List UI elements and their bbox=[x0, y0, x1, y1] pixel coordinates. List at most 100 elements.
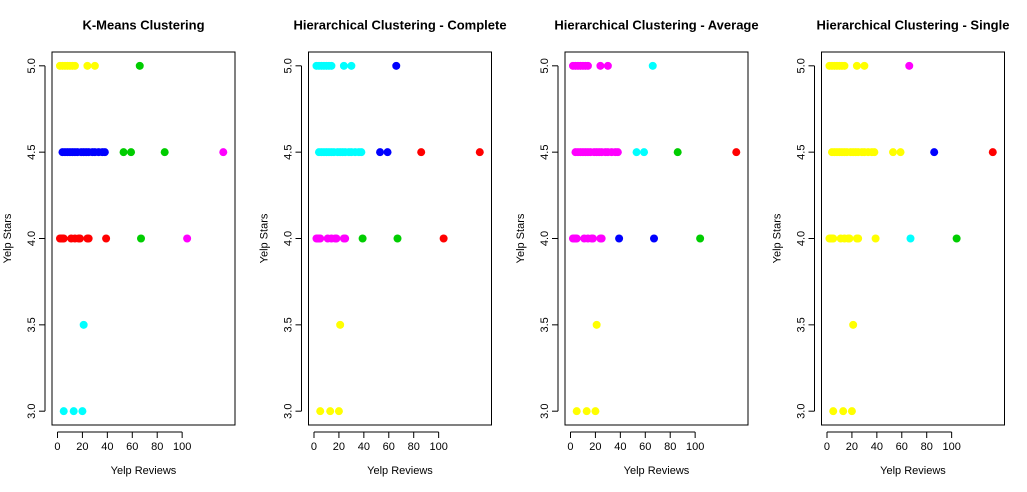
point bbox=[696, 234, 705, 243]
y-tick-label: 4.0 bbox=[26, 231, 38, 246]
point bbox=[135, 61, 144, 70]
y-tick-label: 3.0 bbox=[539, 404, 551, 419]
y-axis-label: Yelp Stars bbox=[515, 213, 527, 263]
point bbox=[336, 320, 345, 329]
point bbox=[829, 407, 838, 416]
point bbox=[952, 234, 961, 243]
point bbox=[889, 148, 898, 157]
point bbox=[906, 234, 915, 243]
point bbox=[127, 148, 136, 157]
point bbox=[102, 234, 111, 243]
point bbox=[219, 148, 228, 157]
point bbox=[673, 148, 682, 157]
x-tick-label: 80 bbox=[408, 441, 420, 453]
point bbox=[75, 234, 84, 243]
x-tick-label: 60 bbox=[383, 441, 395, 453]
y-tick-label: 3.5 bbox=[539, 317, 551, 332]
y-tick-label: 4.5 bbox=[26, 145, 38, 160]
point bbox=[896, 148, 905, 157]
point bbox=[160, 148, 169, 157]
y-tick-label: 3.5 bbox=[795, 317, 807, 332]
point bbox=[326, 407, 335, 416]
x-tick-label: 40 bbox=[101, 441, 113, 453]
point bbox=[849, 320, 858, 329]
point bbox=[613, 148, 622, 157]
point bbox=[79, 320, 88, 329]
point bbox=[137, 234, 146, 243]
point bbox=[632, 148, 641, 157]
point bbox=[383, 148, 392, 157]
point bbox=[358, 234, 367, 243]
x-axis-label: Yelp Reviews bbox=[111, 465, 177, 477]
point bbox=[327, 61, 336, 70]
point bbox=[603, 61, 612, 70]
point bbox=[439, 234, 448, 243]
y-tick-label: 4.0 bbox=[282, 231, 294, 246]
y-tick-label: 4.0 bbox=[539, 231, 551, 246]
point bbox=[119, 148, 128, 157]
chart-title: Hierarchical Clustering - Single bbox=[817, 17, 1010, 32]
point bbox=[829, 234, 838, 243]
point bbox=[393, 234, 402, 243]
x-axis-label: Yelp Reviews bbox=[880, 465, 946, 477]
point bbox=[78, 407, 87, 416]
y-tick-label: 5.0 bbox=[539, 58, 551, 73]
point bbox=[84, 234, 93, 243]
y-axis-label: Yelp Stars bbox=[2, 213, 14, 263]
point bbox=[615, 234, 624, 243]
x-tick-label: 60 bbox=[126, 441, 138, 453]
x-tick-label: 40 bbox=[871, 441, 883, 453]
y-tick-label: 5.0 bbox=[282, 58, 294, 73]
y-tick-label: 4.0 bbox=[795, 231, 807, 246]
x-tick-label: 0 bbox=[824, 441, 830, 453]
y-axis-label: Yelp Stars bbox=[258, 213, 270, 263]
x-tick-label: 100 bbox=[429, 441, 447, 453]
chart-title: Hierarchical Clustering - Average bbox=[554, 17, 758, 32]
point bbox=[341, 234, 350, 243]
x-tick-label: 100 bbox=[686, 441, 704, 453]
point bbox=[854, 234, 863, 243]
point bbox=[648, 61, 657, 70]
point bbox=[840, 61, 849, 70]
point bbox=[588, 234, 597, 243]
x-tick-label: 20 bbox=[846, 441, 858, 453]
x-tick-label: 40 bbox=[614, 441, 626, 453]
y-axis-label: Yelp Stars bbox=[771, 213, 783, 263]
point bbox=[417, 148, 426, 157]
y-tick-label: 3.5 bbox=[282, 317, 294, 332]
point bbox=[339, 61, 348, 70]
point bbox=[69, 407, 78, 416]
point bbox=[392, 61, 401, 70]
point bbox=[839, 407, 848, 416]
point bbox=[988, 148, 997, 157]
point bbox=[930, 148, 939, 157]
plot-frame bbox=[308, 51, 492, 426]
point bbox=[905, 61, 914, 70]
point bbox=[316, 234, 325, 243]
y-tick-label: 4.5 bbox=[539, 145, 551, 160]
point bbox=[572, 234, 581, 243]
point bbox=[860, 61, 869, 70]
point bbox=[572, 407, 581, 416]
point bbox=[316, 407, 325, 416]
point bbox=[59, 407, 68, 416]
point bbox=[591, 407, 600, 416]
plot-frame bbox=[51, 51, 236, 426]
point bbox=[640, 148, 649, 157]
point bbox=[596, 61, 605, 70]
point bbox=[100, 148, 109, 157]
point bbox=[475, 148, 484, 157]
x-tick-label: 0 bbox=[54, 441, 60, 453]
chart-title: Hierarchical Clustering - Complete bbox=[293, 17, 506, 32]
point bbox=[847, 407, 856, 416]
x-tick-label: 20 bbox=[589, 441, 601, 453]
point bbox=[583, 61, 592, 70]
x-tick-label: 0 bbox=[311, 441, 317, 453]
chart-title: K-Means Clustering bbox=[82, 17, 204, 32]
x-tick-label: 80 bbox=[921, 441, 933, 453]
point bbox=[852, 61, 861, 70]
point bbox=[90, 61, 99, 70]
x-axis-label: Yelp Reviews bbox=[367, 465, 433, 477]
